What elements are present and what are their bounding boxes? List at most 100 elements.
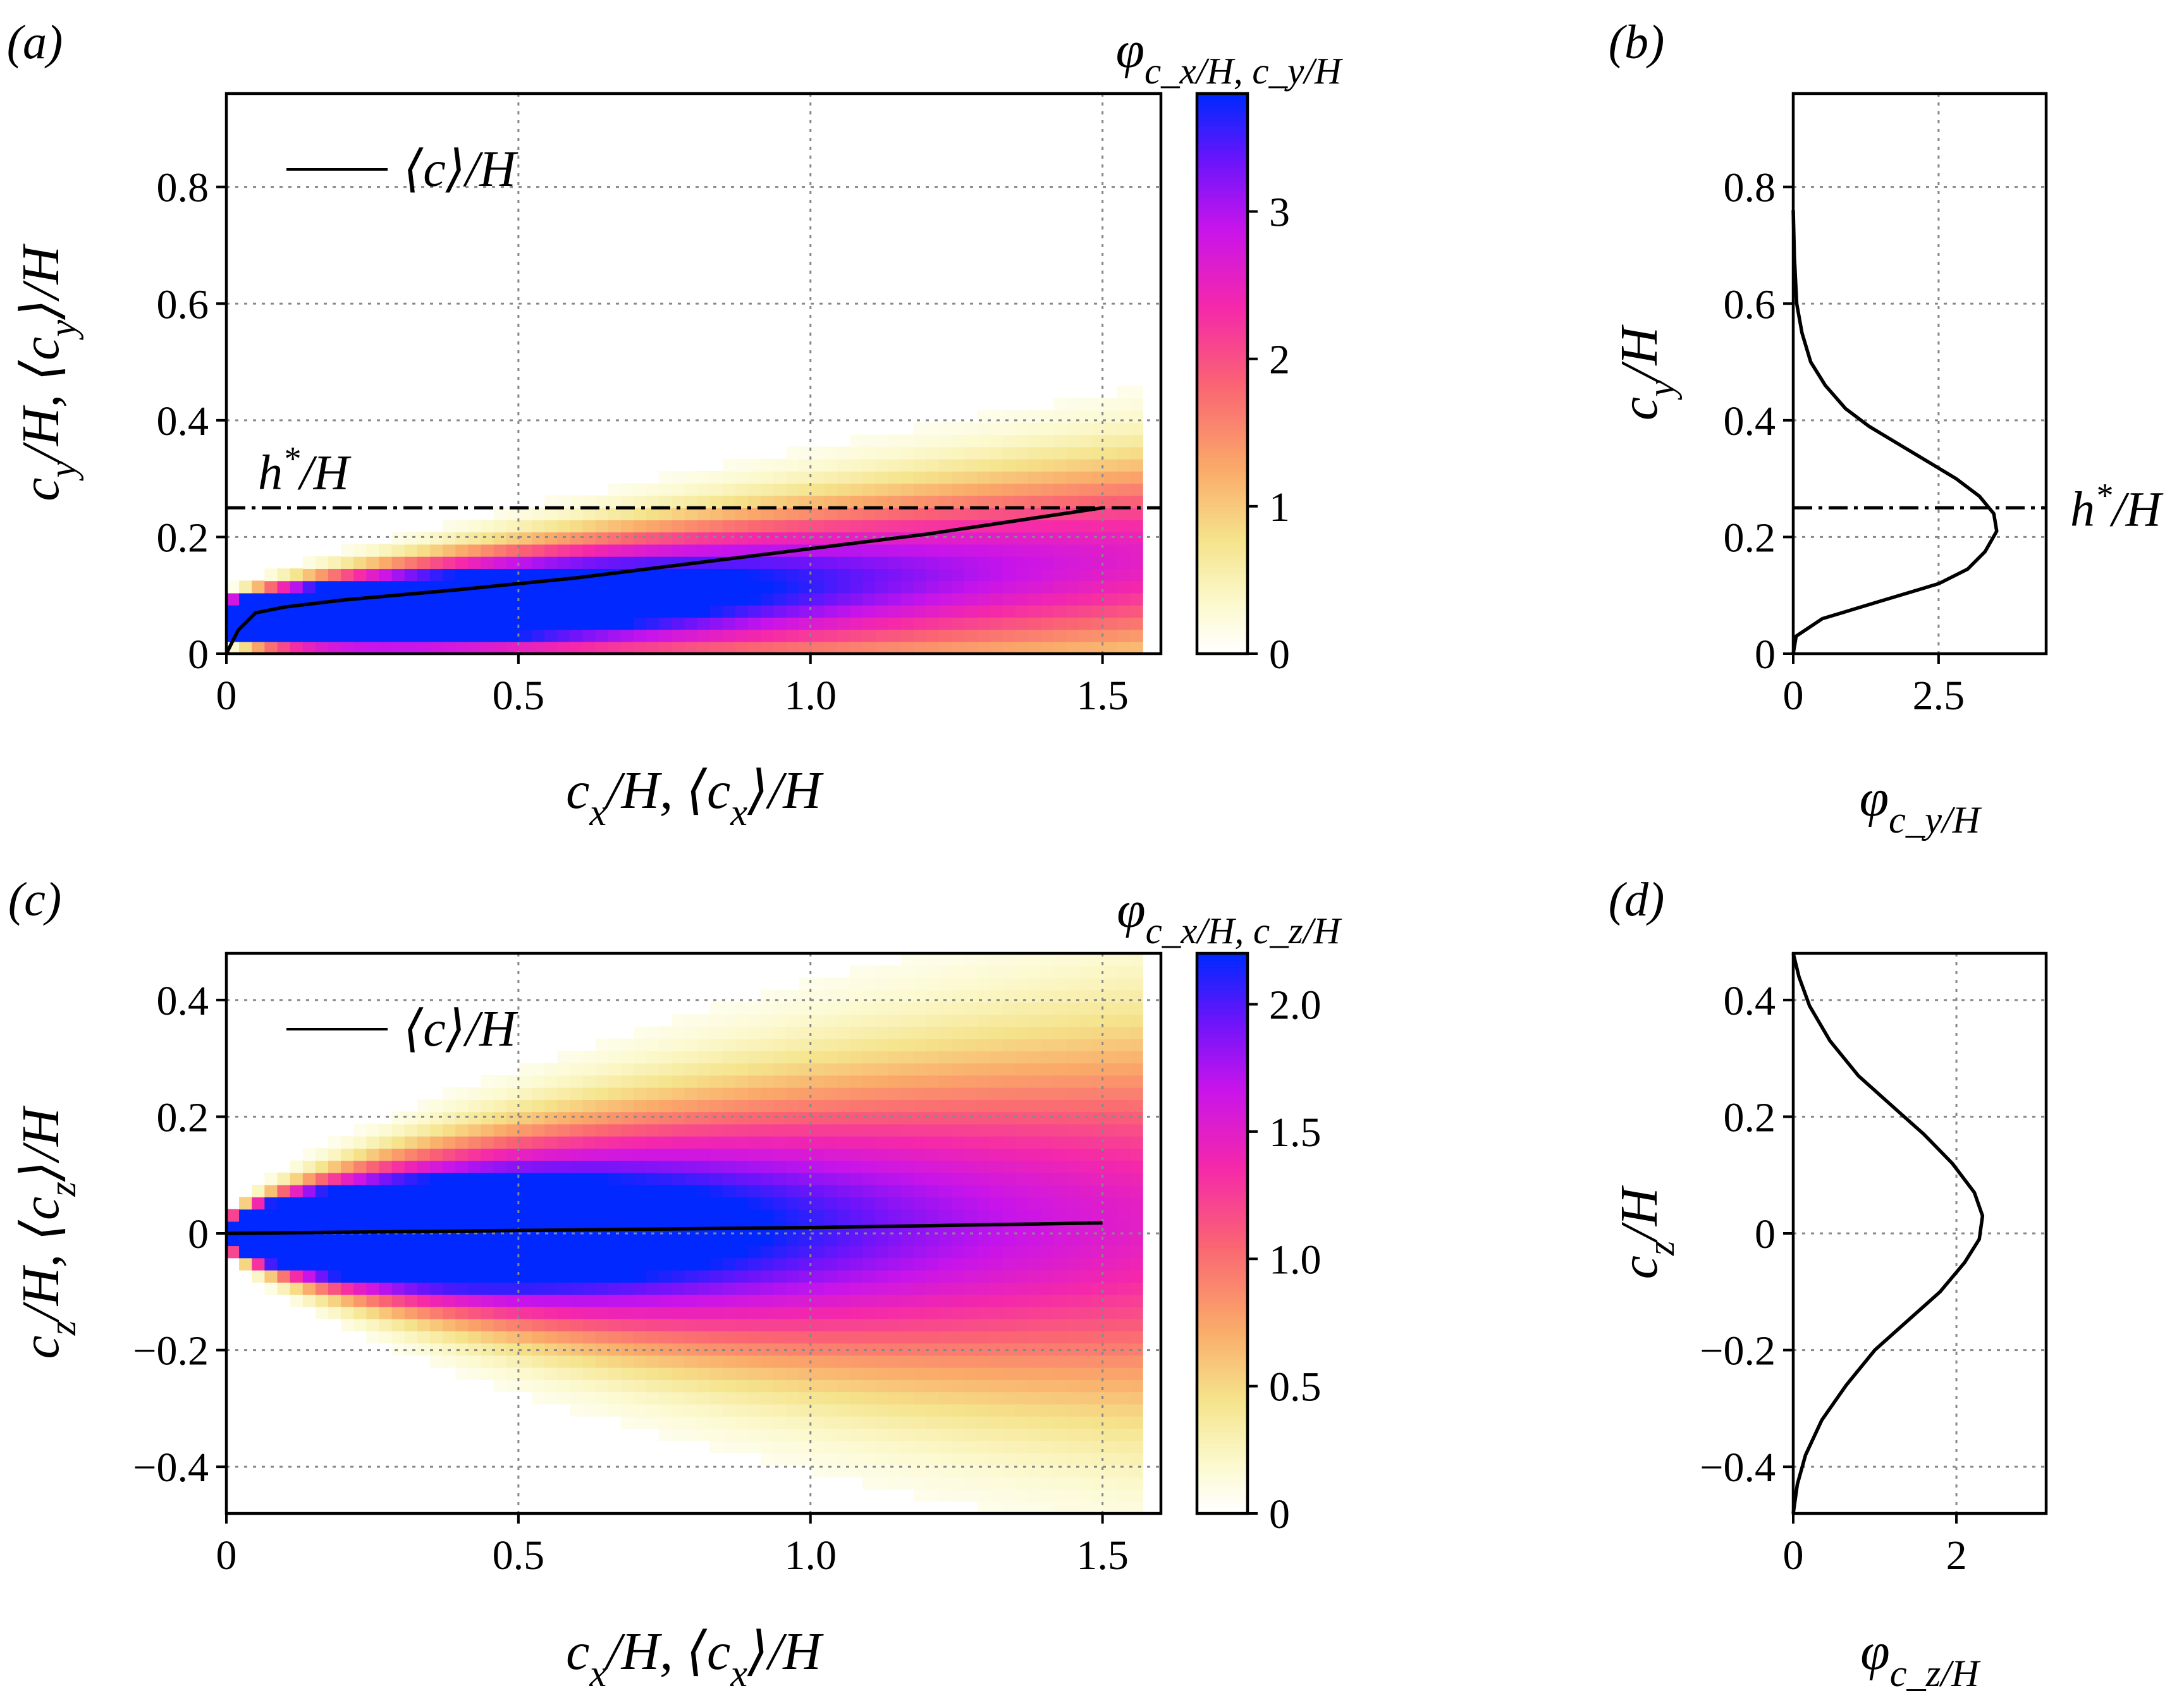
c-cell [404,1172,418,1185]
c-cell [252,1245,266,1259]
a-colorbar-step [1197,429,1248,434]
a-cell [341,617,355,630]
c-cell [430,1172,443,1185]
a-cell [518,507,532,520]
a-cell [824,458,838,472]
a-cell [1104,434,1118,448]
c-cell [837,1452,850,1465]
c-cell [672,1099,685,1113]
c-cell [850,1148,864,1161]
c-cell [990,1014,1003,1027]
c-cell [1028,1501,1041,1514]
c-cell [1117,1123,1131,1137]
c-colorbar-step [1197,1433,1248,1437]
c-cell [824,1379,838,1393]
c-cell [722,1075,736,1088]
c-ytick-label-4: 0.4 [157,978,209,1024]
c-ytick-label-0: −0.4 [133,1445,209,1491]
a-colorbar-step [1197,513,1248,518]
a-cell [709,471,723,484]
c-colorbar-step [1197,1426,1248,1430]
a-cell [1053,641,1067,654]
c-cell [506,1269,520,1283]
c-cell [773,1282,787,1295]
a-cell [1079,556,1093,569]
a-cell [862,434,876,448]
c-cell [582,1306,596,1319]
c-cell [939,1489,952,1502]
c-colorbar-step [1197,1317,1248,1322]
c-cell [1066,1063,1080,1076]
a-colorbar-step [1197,254,1248,259]
c-cell [964,1026,978,1039]
a-colorbar-step [1197,226,1248,231]
a-colorbar-step [1197,293,1248,297]
a-cell [1066,532,1080,545]
c-cell [748,1282,762,1295]
c-cell [786,1160,800,1173]
c-cell [557,1099,571,1113]
c-cell [811,1209,825,1222]
c-cell [1091,1002,1105,1015]
c-cell [608,1063,622,1076]
c-cell [964,1160,978,1173]
a-cell [518,568,532,582]
a-cell [748,532,762,545]
c-cell [353,1269,367,1283]
c-cell [443,1197,457,1210]
c-colorbar-step [1197,1321,1248,1325]
c-cell [404,1160,418,1173]
a-cell [443,544,457,557]
c-cell [595,1245,609,1259]
c-colorbar-step [1197,1369,1248,1374]
c-cell [404,1184,418,1198]
c-cell [1104,1209,1118,1222]
c-cell [850,1464,864,1478]
c-cell [952,1257,966,1271]
c-cell [824,1318,838,1331]
c-cell [900,1403,914,1417]
c-cell [366,1148,380,1161]
a-cell [824,446,838,460]
c-cell [1117,1306,1131,1319]
c-cell [634,1318,647,1331]
c-cell [277,1197,291,1210]
c-cell [1079,1269,1093,1283]
a-cell [824,617,838,630]
c-cell [964,1075,978,1088]
c-cell [1079,1391,1093,1405]
a-cell [379,604,393,618]
c-cell [1079,1184,1093,1198]
c-cell [430,1184,443,1198]
c-cell [850,1209,864,1222]
c-cell [875,1294,889,1307]
c-cell [1129,1477,1143,1490]
c-cell [595,1331,609,1344]
a-cell [888,580,902,594]
a-cell [1079,495,1093,508]
c-cell [837,1440,850,1453]
c-cell [518,1172,532,1185]
c-cell [468,1099,482,1113]
c-cell [634,1051,647,1064]
c-cell [773,1148,787,1161]
c-cell [1066,1306,1080,1319]
c-cell [302,1269,316,1283]
c-cell [990,1379,1003,1393]
a-cell [391,604,405,618]
c-cell [926,1440,940,1453]
c-cell [722,1306,736,1319]
a-cell [481,544,494,557]
a-cell [850,471,864,484]
c-cell [748,1014,762,1027]
c-cell [786,1135,800,1149]
c-colorbar-step [1197,1268,1248,1273]
c-colorbar-step [1197,1023,1248,1028]
c-cell [811,1087,825,1100]
c-cell [684,1172,698,1185]
c-cell [990,1063,1003,1076]
c-cell [862,1002,876,1015]
c-cell [824,1306,838,1319]
a-colorbar-step [1197,363,1248,367]
c-cell [913,1123,927,1137]
